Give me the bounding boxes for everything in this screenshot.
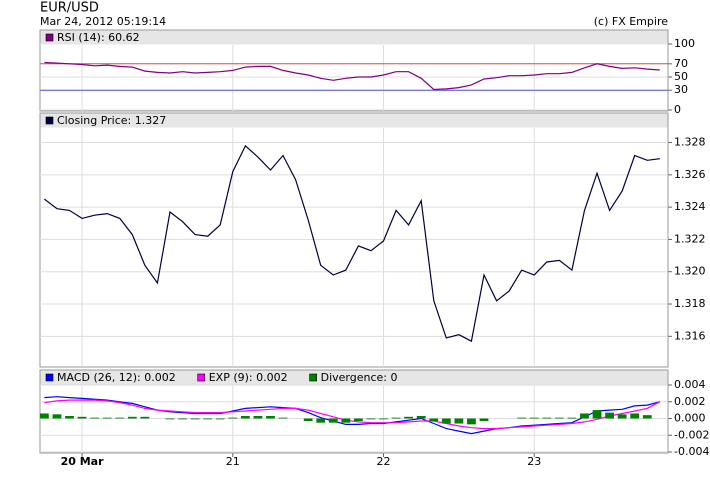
bar — [479, 418, 489, 422]
x-tick-label: 23 — [527, 455, 541, 468]
bar — [203, 418, 213, 420]
bar — [90, 417, 100, 419]
bar — [253, 415, 263, 419]
bar — [441, 418, 451, 424]
y-tick-label: 1.318 — [674, 297, 706, 310]
bar — [165, 418, 175, 420]
y-tick-label: 0.002 — [674, 395, 706, 408]
y-tick-label: 1.316 — [674, 329, 706, 342]
bar — [341, 418, 351, 423]
y-tick-label: 1.324 — [674, 200, 706, 213]
panel-header — [40, 370, 668, 385]
bar — [102, 417, 112, 419]
bar — [115, 417, 125, 419]
credit: (c) FX Empire — [594, 15, 668, 28]
bar — [228, 417, 238, 419]
line — [44, 144, 660, 343]
y-tick-label: 100 — [674, 37, 695, 50]
y-tick-label: -0.004 — [674, 445, 709, 458]
legend-label: Closing Price: 1.327 — [57, 114, 166, 127]
legend-swatch — [309, 373, 317, 382]
bar — [605, 412, 614, 419]
bar — [278, 417, 288, 419]
panel — [39, 112, 669, 368]
bar — [215, 418, 225, 420]
y-tick-label: 1.320 — [674, 265, 706, 278]
bar — [190, 418, 200, 420]
bar — [379, 418, 388, 420]
y-tick-label: 0 — [674, 103, 681, 116]
y-tick-label: 50 — [674, 70, 688, 83]
legend-swatch — [45, 116, 54, 125]
line — [44, 61, 660, 91]
y-tick-label: 1.322 — [674, 232, 706, 245]
x-tick-label: 20 Mar — [61, 455, 105, 468]
legend-label: RSI (14): 60.62 — [57, 31, 140, 44]
bar — [52, 414, 62, 419]
bar — [140, 416, 150, 419]
bar — [567, 417, 577, 419]
bar — [65, 415, 74, 419]
legend-label: MACD (26, 12): 0.002 — [57, 371, 176, 384]
line — [44, 396, 660, 435]
bar — [580, 413, 589, 419]
legend-swatch — [45, 33, 54, 42]
bar — [303, 418, 313, 422]
bar — [642, 415, 652, 419]
bar — [127, 416, 137, 419]
legend-label: Divergence: 0 — [321, 371, 398, 384]
bar — [178, 418, 187, 420]
y-tick-label: 1.326 — [674, 168, 706, 181]
bar — [554, 417, 564, 419]
legend-swatch — [197, 373, 206, 382]
timestamp: Mar 24, 2012 05:19:14 — [40, 15, 166, 28]
legend-label: EXP (9): 0.002 — [209, 371, 288, 384]
y-tick-label: 1.328 — [674, 136, 706, 149]
bar — [328, 418, 338, 423]
panel-header — [40, 113, 668, 128]
bar — [266, 415, 275, 419]
y-tick-label: 0.000 — [674, 412, 706, 425]
x-tick-label: 22 — [377, 455, 391, 468]
bar — [240, 415, 250, 419]
chart-title: EUR/USD — [40, 1, 99, 16]
bar — [454, 418, 464, 424]
bar — [592, 410, 602, 419]
bar — [366, 418, 376, 420]
y-tick-label: -0.002 — [674, 428, 709, 441]
bar — [630, 413, 640, 419]
bar — [316, 418, 326, 423]
bar — [391, 417, 401, 419]
bar — [77, 416, 87, 419]
x-tick-label: 21 — [226, 455, 240, 468]
y-tick-label: 70 — [674, 57, 688, 70]
bar — [467, 418, 476, 425]
line — [44, 399, 661, 430]
bar — [529, 417, 539, 419]
bar — [404, 416, 414, 419]
bar — [617, 414, 627, 419]
bar — [429, 418, 439, 422]
bar — [542, 417, 552, 419]
y-tick-label: 0.004 — [674, 378, 706, 391]
legend-swatch — [45, 373, 54, 382]
bar — [354, 418, 363, 422]
y-tick-label: 30 — [674, 83, 688, 96]
bar — [40, 413, 49, 419]
bar — [416, 415, 426, 419]
bar — [517, 417, 527, 419]
panel-header — [40, 30, 668, 45]
